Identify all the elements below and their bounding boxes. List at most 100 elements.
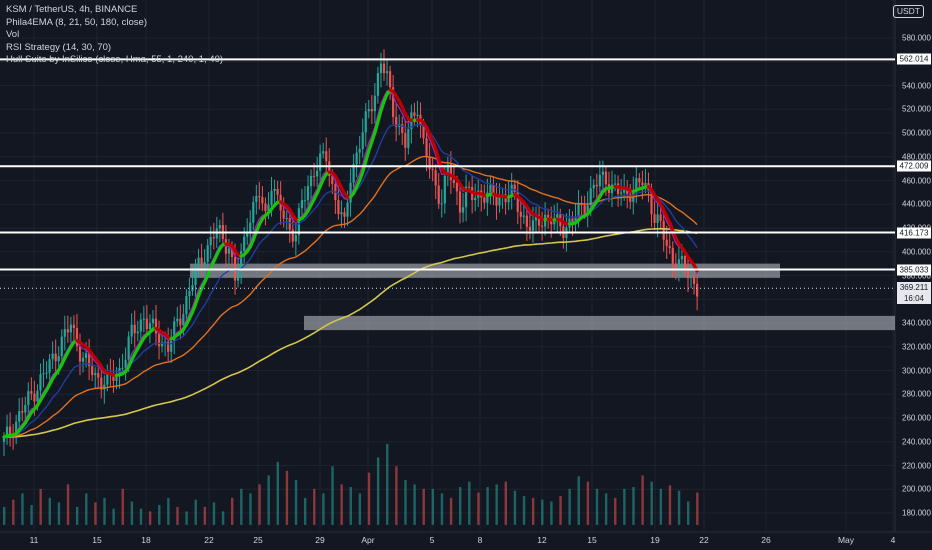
x-tick-label: 4 bbox=[890, 535, 896, 545]
volume-bar bbox=[696, 492, 699, 525]
candle-body bbox=[57, 356, 60, 362]
candle-body bbox=[276, 188, 279, 195]
candle-body bbox=[157, 333, 161, 347]
candle-body bbox=[112, 373, 115, 381]
x-tick-label: 19 bbox=[650, 535, 660, 545]
candle-body bbox=[401, 124, 404, 134]
volume-bar bbox=[39, 488, 42, 525]
indicator-rsi-strategy[interactable]: RSI Strategy (14, 30, 70) bbox=[6, 41, 112, 53]
candle-body bbox=[240, 251, 243, 272]
candle-body bbox=[662, 221, 665, 240]
volume-bar bbox=[677, 490, 681, 525]
candle-body bbox=[598, 174, 601, 187]
volume-bar bbox=[468, 481, 471, 525]
y-tick-label: 460.000 bbox=[902, 176, 931, 185]
candle-body bbox=[358, 149, 361, 153]
candle-body bbox=[392, 87, 395, 117]
candle-body bbox=[270, 190, 273, 205]
candle-body bbox=[288, 218, 291, 230]
candle-body bbox=[145, 318, 148, 330]
volume-bar bbox=[322, 493, 325, 525]
candle-body bbox=[586, 205, 589, 214]
y-tick-label: 380.000 bbox=[902, 271, 931, 280]
candle-body bbox=[340, 212, 343, 215]
candle-body bbox=[319, 153, 322, 171]
candle-body bbox=[434, 170, 437, 186]
symbol-title[interactable]: KSM / TetherUS, 4h, BINANCE bbox=[6, 4, 138, 15]
y-tick-label: 400.000 bbox=[902, 247, 931, 257]
volume-bar bbox=[203, 506, 207, 525]
y-tick-label: 540.000 bbox=[902, 81, 931, 90]
candle-body bbox=[106, 372, 109, 385]
y-tick-label: 180.000 bbox=[902, 508, 931, 518]
candle-body bbox=[665, 239, 668, 246]
candle-body bbox=[534, 214, 538, 221]
volume-bar bbox=[477, 492, 480, 525]
currency-button[interactable]: USDT bbox=[892, 5, 924, 18]
y-tick-label: 520.000 bbox=[902, 104, 931, 114]
indicator-volume[interactable]: Vol bbox=[6, 29, 20, 40]
candle-body bbox=[513, 184, 516, 192]
volume-bar bbox=[650, 481, 653, 525]
candle-body bbox=[531, 220, 535, 231]
candle-body bbox=[300, 200, 304, 209]
volume-bar bbox=[431, 488, 435, 525]
candle-body bbox=[154, 318, 158, 334]
volume-bar bbox=[3, 506, 6, 525]
candle-body bbox=[577, 203, 580, 218]
indicator-phila4ema[interactable]: Phila4EMA (8, 21, 50, 180, close) bbox=[6, 16, 147, 28]
candle-body bbox=[151, 318, 155, 324]
volume-bar bbox=[413, 484, 416, 525]
candle-body bbox=[376, 73, 380, 96]
candle-body bbox=[124, 359, 127, 368]
candle-body bbox=[69, 324, 72, 333]
volume-bar bbox=[12, 499, 15, 525]
volume-bar bbox=[522, 496, 526, 525]
candle-body bbox=[635, 178, 638, 191]
volume-bar bbox=[340, 484, 343, 525]
candle-body bbox=[227, 248, 231, 254]
last-price-value: 369.211 bbox=[899, 283, 929, 293]
candle-body bbox=[349, 182, 352, 203]
indicator-hull-suite[interactable]: Hull Suite by InSilico (close, Hma, 55, … bbox=[6, 54, 224, 65]
volume-bar bbox=[303, 497, 307, 525]
candle-body bbox=[94, 373, 97, 376]
volume-bar bbox=[632, 487, 635, 525]
volume-bar bbox=[231, 497, 234, 525]
volume-bar bbox=[559, 496, 562, 525]
candle-body bbox=[303, 200, 307, 202]
candle-body bbox=[30, 391, 33, 394]
volume-bar bbox=[294, 479, 298, 525]
candle-body bbox=[623, 187, 626, 193]
candle-body bbox=[638, 178, 641, 183]
candle-body bbox=[75, 327, 79, 347]
volume-bar bbox=[513, 490, 517, 525]
candle-body bbox=[540, 225, 544, 227]
candle-body bbox=[443, 175, 446, 204]
candle-body bbox=[246, 232, 249, 237]
candle-body bbox=[182, 314, 185, 326]
candle-body bbox=[331, 175, 334, 185]
candle-body bbox=[592, 184, 595, 189]
y-tick-label: 480.000 bbox=[902, 152, 931, 162]
volume-bar bbox=[130, 501, 134, 525]
volume-bar bbox=[185, 511, 188, 525]
ema-180-line bbox=[3, 227, 698, 438]
candle-body bbox=[346, 202, 349, 217]
candle-body bbox=[72, 324, 76, 328]
x-tick-label: 25 bbox=[253, 535, 263, 545]
x-tick-label: 8 bbox=[477, 535, 483, 545]
candle-body bbox=[36, 390, 39, 402]
candle-body bbox=[416, 114, 419, 116]
candle-body bbox=[519, 211, 522, 217]
volume-bar bbox=[395, 466, 398, 525]
volume-bar bbox=[586, 481, 590, 525]
volume-bar bbox=[158, 505, 161, 525]
volume-bar bbox=[194, 499, 197, 525]
candle-body bbox=[629, 193, 632, 202]
x-tick-label: 5 bbox=[429, 535, 435, 545]
candle-body bbox=[84, 353, 88, 358]
candle-body bbox=[583, 205, 586, 214]
y-tick-label: 500.000 bbox=[902, 128, 931, 138]
